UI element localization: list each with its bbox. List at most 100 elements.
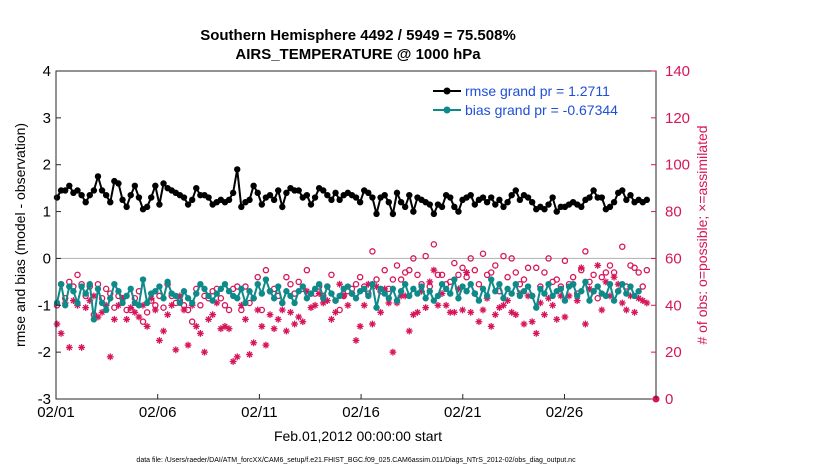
obs-possible-point — [406, 266, 413, 274]
bias-point — [537, 285, 544, 293]
obs-possible-point — [295, 278, 302, 286]
obs-assimilated-stroke — [54, 321, 60, 327]
bias-point — [610, 297, 618, 304]
bias-point — [438, 281, 446, 288]
obs-assimilated-point — [594, 262, 602, 269]
obs-assimilated-stroke — [451, 309, 458, 316]
bias-point — [348, 290, 356, 297]
obs-assimilated-point — [258, 322, 266, 330]
obs-assimilated-stroke — [107, 353, 114, 360]
rmse-point — [234, 166, 241, 173]
obs-assimilated-point — [180, 306, 188, 314]
bias-point — [180, 288, 188, 295]
obs-assimilated-stroke — [443, 302, 449, 309]
bias-point — [623, 290, 630, 297]
obs-assimilated-point — [618, 299, 626, 307]
obs-possible-point — [590, 271, 597, 279]
obs-assimilated-stroke — [549, 302, 556, 309]
obs-assimilated-stroke — [78, 344, 85, 351]
obs-assimilated-point — [209, 311, 217, 319]
obs-possible-point — [643, 266, 651, 274]
rmse-point — [586, 194, 593, 201]
bias-point — [496, 281, 503, 288]
bias-point — [631, 292, 638, 300]
bias-point — [627, 283, 634, 290]
obs-possible-point — [283, 273, 290, 281]
obs-assimilated-stroke — [279, 307, 286, 313]
obs-assimilated-stroke — [70, 297, 77, 304]
obs-assimilated-stroke — [435, 302, 441, 309]
obs-assimilated-stroke — [172, 346, 179, 353]
obs-assimilated-point — [344, 301, 352, 309]
bias-point — [549, 292, 556, 300]
obs-possible-point — [459, 264, 466, 272]
bias-point — [115, 288, 122, 295]
rmse-point — [619, 187, 626, 194]
obs-assimilated-point — [405, 327, 413, 335]
bias-point — [217, 285, 225, 293]
y-tick-label: 2 — [43, 157, 51, 174]
bias-point — [574, 292, 581, 300]
bias-point — [266, 288, 274, 295]
rmse-point — [365, 189, 372, 197]
obs-possible-point — [389, 276, 397, 283]
y-right-tick-label: 100 — [665, 157, 690, 174]
obs-assimilated-point — [557, 292, 565, 300]
rmse-point — [135, 194, 143, 201]
y-right-tick-label: 0 — [665, 391, 673, 408]
obs-possible-point — [188, 318, 196, 325]
obs-assimilated-point — [561, 313, 569, 321]
obs-possible-point — [438, 271, 446, 279]
bias-point — [471, 290, 479, 297]
obs-assimilated-stroke — [332, 309, 339, 316]
obs-assimilated-stroke — [500, 302, 507, 309]
obs-assimilated-stroke — [431, 267, 437, 273]
obs-assimilated-stroke — [639, 297, 646, 304]
bias-point — [242, 299, 249, 307]
bias-point — [557, 285, 565, 293]
y-axis-right-label: # of obs: o=possible; ×=assimilated — [694, 125, 710, 344]
obs-assimilated-point — [487, 322, 495, 330]
bias-point — [418, 283, 425, 290]
obs-possible-point — [328, 271, 335, 279]
obs-possible-point — [221, 302, 229, 309]
obs-assimilated-stroke — [156, 337, 163, 344]
obs-assimilated-point — [225, 325, 233, 333]
obs-assimilated-stroke — [164, 311, 171, 318]
bias-point — [205, 292, 212, 300]
bias-point — [528, 292, 536, 300]
bias-point — [90, 316, 98, 323]
bias-point — [590, 288, 597, 295]
obs-assimilated-stroke — [283, 328, 290, 334]
bias-point — [123, 292, 130, 300]
rmse-point — [447, 194, 454, 201]
y-right-tick-label: 60 — [665, 250, 682, 267]
obs-assimilated-point — [299, 318, 307, 326]
obs-assimilated-stroke — [357, 323, 363, 330]
rmse-point — [283, 189, 290, 197]
obs-assimilated-stroke — [312, 302, 318, 309]
rmse-point — [504, 199, 511, 206]
obs-assimilated-point — [242, 315, 249, 323]
obs-assimilated-point — [377, 308, 385, 316]
bias-point — [94, 285, 102, 293]
obs-possible-point — [594, 295, 601, 302]
obs-possible-point — [606, 262, 614, 269]
obs-possible-point — [356, 273, 364, 281]
obs-assimilated-point — [131, 308, 139, 316]
obs-assimilated-stroke — [222, 323, 228, 330]
chart-subtitle: AIRS_TEMPERATURE @ 1000 hPa — [235, 46, 481, 63]
bias-point — [606, 281, 614, 288]
bias-point — [209, 297, 216, 304]
rmse-point — [369, 194, 376, 201]
bias-point — [254, 281, 261, 288]
x-axis: 02/01 02/06 02/11 02/16 02/21 02/26 — [37, 394, 583, 421]
rmse-point — [205, 194, 212, 201]
bias-point — [508, 290, 515, 297]
obs-assimilated-stroke — [631, 309, 638, 316]
obs-assimilated-stroke — [508, 309, 515, 316]
obs-assimilated-point — [254, 306, 262, 314]
bias-point — [184, 295, 192, 302]
obs-assimilated-stroke — [390, 349, 396, 355]
obs-assimilated-point — [110, 315, 118, 323]
